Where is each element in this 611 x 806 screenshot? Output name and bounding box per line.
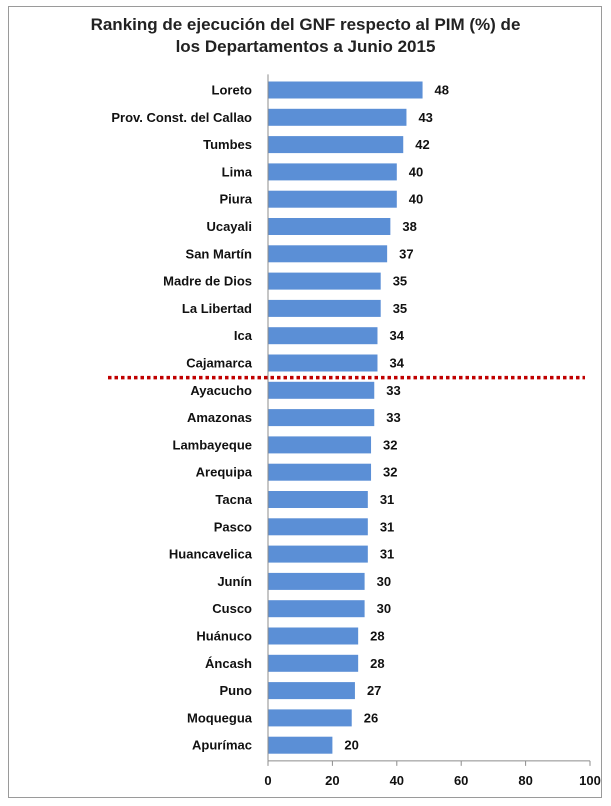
bar-1	[268, 108, 407, 126]
bar-3	[268, 163, 397, 181]
bar-19	[268, 600, 365, 618]
bar-22	[268, 682, 355, 700]
bar-2	[268, 136, 404, 154]
data-label-14: 32	[383, 465, 397, 480]
data-label-11: 33	[386, 383, 400, 398]
category-label-3: Lima	[222, 164, 253, 179]
bar-8	[268, 299, 381, 317]
category-label-2: Tumbes	[203, 137, 252, 152]
x-tick-label-1: 20	[325, 773, 339, 788]
category-label-19: Cusco	[212, 601, 252, 616]
data-label-15: 31	[380, 492, 394, 507]
bar-16	[268, 518, 368, 536]
category-label-0: Loreto	[212, 83, 253, 98]
category-label-7: Madre de Dios	[163, 274, 252, 289]
bar-4	[268, 190, 397, 208]
category-label-16: Pasco	[214, 519, 252, 534]
bar-7	[268, 272, 381, 290]
category-label-24: Apurímac	[192, 738, 252, 753]
data-label-24: 20	[344, 738, 358, 753]
category-label-10: Cajamarca	[186, 356, 253, 371]
data-label-7: 35	[393, 274, 407, 289]
category-label-1: Prov. Const. del Callao	[111, 110, 252, 125]
category-label-6: San Martín	[186, 246, 253, 261]
category-label-14: Arequipa	[196, 465, 253, 480]
bar-20	[268, 627, 359, 645]
bar-6	[268, 245, 388, 263]
data-label-23: 26	[364, 710, 378, 725]
category-label-5: Ucayali	[206, 219, 252, 234]
x-tick-label-3: 60	[454, 773, 468, 788]
bar-9	[268, 327, 378, 345]
category-label-20: Huánuco	[196, 629, 252, 644]
data-label-13: 32	[383, 437, 397, 452]
bar-14	[268, 463, 372, 481]
x-tick-label-2: 40	[390, 773, 404, 788]
data-label-17: 31	[380, 547, 394, 562]
category-label-12: Amazonas	[187, 410, 252, 425]
bar-10	[268, 354, 378, 372]
x-tick-label-0: 0	[264, 773, 271, 788]
bar-18	[268, 572, 365, 590]
data-label-18: 30	[377, 574, 391, 589]
x-tick-label-4: 80	[518, 773, 532, 788]
data-label-8: 35	[393, 301, 407, 316]
category-label-22: Puno	[220, 683, 253, 698]
data-label-4: 40	[409, 192, 423, 207]
bar-15	[268, 491, 368, 508]
data-label-6: 37	[399, 246, 413, 261]
bar-24	[268, 736, 333, 754]
chart-title-line-1: Ranking de ejecución del GNF respecto al…	[90, 15, 521, 34]
bar-23	[268, 709, 352, 727]
data-label-3: 40	[409, 164, 423, 179]
data-label-21: 28	[370, 656, 384, 671]
data-label-12: 33	[386, 410, 400, 425]
category-label-15: Tacna	[215, 492, 252, 507]
data-label-0: 48	[435, 83, 449, 98]
category-label-11: Ayacucho	[190, 383, 252, 398]
bar-17	[268, 545, 368, 563]
category-label-8: La Libertad	[182, 301, 252, 316]
chart-title-line-2: los Departamentos a Junio 2015	[175, 37, 436, 56]
bar-11	[268, 381, 375, 399]
bar-5	[268, 218, 391, 235]
bar-21	[268, 654, 359, 672]
data-label-2: 42	[415, 137, 429, 152]
data-label-1: 43	[418, 110, 432, 125]
category-label-4: Piura	[219, 192, 252, 207]
data-label-10: 34	[389, 356, 404, 371]
category-label-23: Moquegua	[187, 710, 253, 725]
bar-0	[268, 81, 423, 99]
bar-13	[268, 436, 372, 454]
data-label-19: 30	[377, 601, 391, 616]
data-label-22: 27	[367, 683, 381, 698]
category-label-18: Junín	[217, 574, 252, 589]
category-label-13: Lambayeque	[173, 437, 252, 452]
category-label-21: Áncash	[205, 656, 252, 671]
category-label-9: Ica	[234, 328, 253, 343]
data-label-20: 28	[370, 629, 384, 644]
chart-title: Ranking de ejecución del GNF respecto al…	[0, 14, 611, 58]
data-label-5: 38	[402, 219, 416, 234]
category-label-17: Huancavelica	[169, 547, 253, 562]
bar-12	[268, 409, 375, 427]
data-label-16: 31	[380, 519, 394, 534]
data-label-9: 34	[389, 328, 404, 343]
x-tick-label-5: 100	[579, 773, 601, 788]
